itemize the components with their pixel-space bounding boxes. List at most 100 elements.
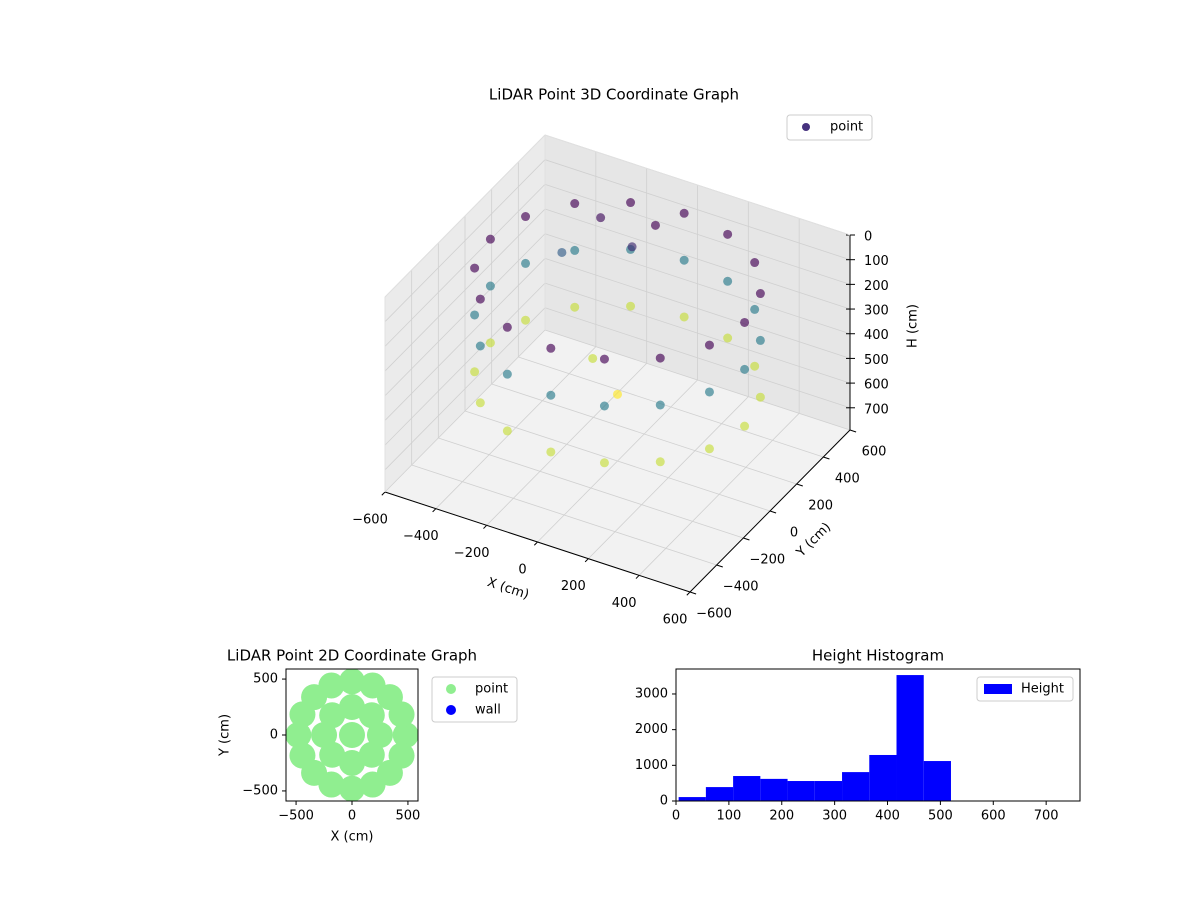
z-tick-label: 400: [864, 328, 889, 343]
x-tick-label: 600: [981, 809, 1006, 824]
point: [502, 322, 512, 332]
axes-frame: [675, 668, 1081, 802]
tick-mark: [769, 510, 777, 514]
x-tick-label: 300: [822, 809, 847, 824]
legend-marker: [446, 684, 456, 694]
point: [627, 242, 637, 252]
point: [502, 369, 512, 379]
y-tick-label: 400: [835, 472, 860, 487]
bar: [733, 776, 761, 801]
chart-title: LiDAR Point 2D Coordinate Graph: [227, 647, 477, 665]
bar: [678, 797, 706, 801]
point: [588, 353, 598, 363]
chart-title: LiDAR Point 3D Coordinate Graph: [489, 86, 739, 104]
point: [704, 444, 714, 454]
point: [475, 341, 485, 351]
x-tick-label: 200: [769, 809, 794, 824]
point: [599, 401, 609, 411]
tick-mark: [584, 558, 589, 563]
y-axis: [689, 429, 851, 593]
x-tick-label: −200: [454, 546, 490, 561]
point: [626, 198, 636, 208]
point: [470, 310, 480, 320]
point: [626, 301, 636, 311]
x-tick-label: −500: [278, 809, 314, 824]
point: [388, 742, 415, 769]
point: [319, 741, 346, 768]
point: [704, 387, 714, 397]
point: [740, 421, 750, 431]
point: [655, 400, 665, 410]
grid-line: [384, 208, 546, 372]
x-tick-label: 100: [716, 809, 741, 824]
x-tick-label: −600: [352, 513, 388, 528]
y-tick-label: 600: [862, 445, 887, 460]
point: [723, 333, 733, 343]
point: [339, 775, 365, 801]
grid-line: [464, 410, 771, 512]
grid-line: [384, 233, 546, 397]
point: [570, 245, 580, 255]
tick-mark: [689, 591, 697, 595]
grid-line: [384, 282, 546, 446]
point: [613, 389, 622, 399]
point: [286, 722, 312, 748]
z-tick-label: 600: [864, 378, 889, 393]
point: [755, 335, 765, 345]
point: [366, 722, 393, 748]
point: [521, 315, 531, 325]
bar: [787, 781, 815, 801]
point: [546, 343, 556, 353]
point: [655, 353, 665, 363]
point: [289, 701, 316, 728]
point: [339, 722, 365, 748]
z-tick-label: 300: [864, 304, 889, 319]
z-axis-label: H (cm): [906, 304, 921, 348]
point: [521, 212, 531, 222]
y-tick-label: 3000: [635, 686, 668, 701]
bar: [842, 772, 870, 801]
point: [318, 771, 345, 798]
point: [475, 398, 485, 408]
x-tick-label: −400: [403, 529, 439, 544]
point: [339, 669, 365, 695]
point: [740, 317, 750, 327]
pane-edge: [544, 134, 851, 236]
point: [723, 229, 733, 239]
point: [599, 458, 609, 468]
y-tick-label: 0: [270, 728, 278, 743]
legend-marker: [984, 684, 1012, 694]
y-tick-label: 200: [808, 499, 833, 514]
legend-box: [976, 676, 1074, 702]
tick-mark: [483, 524, 488, 529]
legend-box: [431, 676, 518, 723]
point: [546, 390, 556, 400]
bar: [760, 778, 788, 801]
grid-line: [384, 159, 546, 322]
y-tick-label: −600: [696, 607, 732, 622]
grid-line: [411, 464, 717, 566]
tick-mark: [743, 537, 750, 541]
point: [655, 457, 665, 467]
point: [470, 263, 480, 273]
tick-mark: [686, 591, 691, 596]
bar: [923, 761, 951, 801]
grid-line: [544, 282, 851, 384]
point: [679, 255, 689, 265]
y-tick-label: 500: [253, 672, 278, 687]
z-tick-label: 500: [864, 353, 889, 368]
x-tick-label: 0: [518, 563, 526, 578]
grid-line: [544, 233, 851, 335]
point: [750, 258, 760, 268]
x-tick-label: 0: [672, 809, 680, 824]
grid-line: [544, 183, 851, 285]
x-tick-label: 0: [348, 809, 356, 824]
point: [311, 722, 338, 748]
tick-mark: [533, 541, 538, 546]
bar: [814, 781, 843, 801]
bar: [896, 675, 924, 801]
x-axis-label: X (cm): [331, 830, 374, 845]
y-axis-label: Y (cm): [218, 714, 233, 757]
y-tick-label: 0: [790, 526, 798, 541]
point: [358, 702, 385, 729]
